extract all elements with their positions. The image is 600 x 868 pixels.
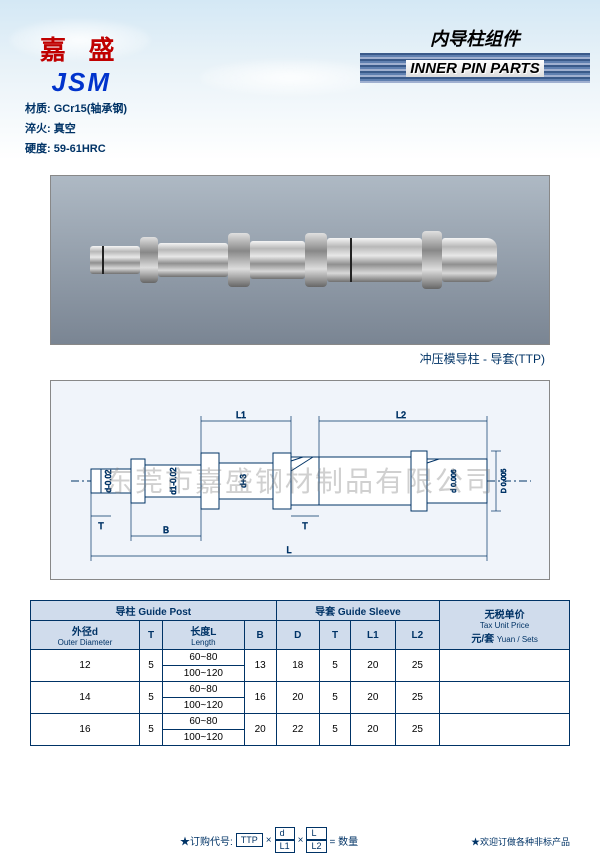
pin-segment <box>90 246 140 274</box>
cell-T: 5 <box>139 714 162 746</box>
cell-T: 5 <box>139 650 162 682</box>
material-specs: 材质: GCr15(轴承钢) 淬火: 真空 硬度: 59-61HRC <box>25 100 127 159</box>
th-T: T <box>139 621 162 650</box>
cell-price <box>440 714 570 746</box>
sep: × <box>298 835 304 846</box>
cell-D: 22 <box>276 714 319 746</box>
dim-D-outer: D 0.005 <box>501 469 508 494</box>
code-L: L <box>306 827 326 840</box>
pin-flange <box>228 233 250 287</box>
cell-B: 13 <box>244 650 276 682</box>
page-title: 内导柱组件 INNER PIN PARTS <box>360 25 590 83</box>
diagram-svg: L1 L2 L B T T d-0.02 d1-0.02 d+3 d 0.006… <box>51 381 551 581</box>
cell-B: 20 <box>244 714 276 746</box>
pin-assembly-render <box>90 225 510 295</box>
cell-T2: 5 <box>319 650 350 682</box>
cell-L: 60~80 <box>163 650 245 666</box>
order-label: ★订购代号: <box>180 833 233 848</box>
pin-flange <box>305 233 327 287</box>
th-d: 外径dOuter Diameter <box>31 621 140 650</box>
cloud-decoration <box>200 60 380 95</box>
th-L: 长度LLength <box>163 621 245 650</box>
cell-L2: 25 <box>395 650 440 682</box>
pin-flange <box>140 237 158 283</box>
order-code-block: ★订购代号: TTP × d L1 × L L2 = 数量 <box>180 827 358 853</box>
title-stripe-bg: INNER PIN PARTS <box>360 53 590 83</box>
cell-L1: 20 <box>351 682 396 714</box>
dim-L2: L2 <box>396 410 406 420</box>
th-T2: T <box>319 621 350 650</box>
table-row: 12560~80131852025 <box>31 650 570 666</box>
dim-B: B <box>163 525 169 535</box>
spec-table: 导柱 Guide Post导套 Guide Sleeve无税单价Tax Unit… <box>30 600 570 746</box>
title-cn: 内导柱组件 <box>360 25 590 51</box>
dim-d-inner: d 0.006 <box>451 469 458 492</box>
quench-value: 真空 <box>54 123 76 135</box>
table-row: 14560~80162052025 <box>31 682 570 698</box>
pin-groove <box>102 246 104 274</box>
cell-T2: 5 <box>319 682 350 714</box>
th-guide-sleeve: 导套 Guide Sleeve <box>276 601 440 621</box>
dim-T: T <box>98 521 104 531</box>
cell-D: 18 <box>276 650 319 682</box>
cell-L: 100~120 <box>163 730 245 746</box>
cell-L1: 20 <box>351 714 396 746</box>
product-photo <box>50 175 550 345</box>
code-qty: = 数量 <box>330 833 359 848</box>
pin-segment <box>158 243 228 277</box>
footer-note: ★欢迎订做各种非标产品 <box>471 835 570 848</box>
cell-B: 16 <box>244 682 276 714</box>
table-row: 16560~80202252025 <box>31 714 570 730</box>
cell-d: 12 <box>31 650 140 682</box>
cell-L: 60~80 <box>163 714 245 730</box>
brand-logo: 嘉 盛 JSM <box>40 30 123 98</box>
cell-L: 100~120 <box>163 666 245 682</box>
pin-segment <box>442 238 497 282</box>
brand-name-cn: 嘉 盛 <box>40 30 123 67</box>
hardness-label: 硬度: <box>25 143 51 155</box>
cell-L: 60~80 <box>163 682 245 698</box>
technical-diagram: L1 L2 L B T T d-0.02 d1-0.02 d+3 d 0.006… <box>50 380 550 580</box>
cell-L2: 25 <box>395 714 440 746</box>
th-D: D <box>276 621 319 650</box>
pin-groove <box>350 238 352 282</box>
material-label: 材质: <box>25 103 51 115</box>
cell-L1: 20 <box>351 650 396 682</box>
pin-segment <box>250 241 305 279</box>
dim-d3: d+3 <box>239 474 248 488</box>
th-L1: L1 <box>351 621 396 650</box>
th-L2: L2 <box>395 621 440 650</box>
pin-flange <box>422 231 442 289</box>
th-guide-post: 导柱 Guide Post <box>31 601 277 621</box>
cell-price <box>440 650 570 682</box>
material-value: GCr15(轴承钢) <box>54 103 127 115</box>
hardness-value: 59-61HRC <box>54 143 106 155</box>
code-ttp: TTP <box>236 833 263 847</box>
dim-L1: L1 <box>236 410 246 420</box>
dim-d: d-0.02 <box>104 469 113 492</box>
dim-d1: d1-0.02 <box>169 467 178 495</box>
code-L2: L2 <box>306 840 326 853</box>
photo-caption: 冲压模导柱 - 导套(TTP) <box>420 350 545 367</box>
cell-L: 100~120 <box>163 698 245 714</box>
th-price: 无税单价Tax Unit Price元/套 Yuan / Sets <box>440 601 570 650</box>
cell-d: 14 <box>31 682 140 714</box>
cell-T2: 5 <box>319 714 350 746</box>
brand-name-en: JSM <box>40 67 123 98</box>
cell-D: 20 <box>276 682 319 714</box>
cell-price <box>440 682 570 714</box>
dim-T2: T <box>302 521 308 531</box>
code-d: d <box>275 827 295 840</box>
dim-L: L <box>286 545 291 555</box>
code-L1: L1 <box>275 840 295 853</box>
th-B: B <box>244 621 276 650</box>
quench-label: 淬火: <box>25 123 51 135</box>
cell-d: 16 <box>31 714 140 746</box>
pin-segment <box>327 238 422 282</box>
cell-L2: 25 <box>395 682 440 714</box>
sep: × <box>266 835 272 846</box>
title-en: INNER PIN PARTS <box>406 60 543 77</box>
cell-T: 5 <box>139 682 162 714</box>
